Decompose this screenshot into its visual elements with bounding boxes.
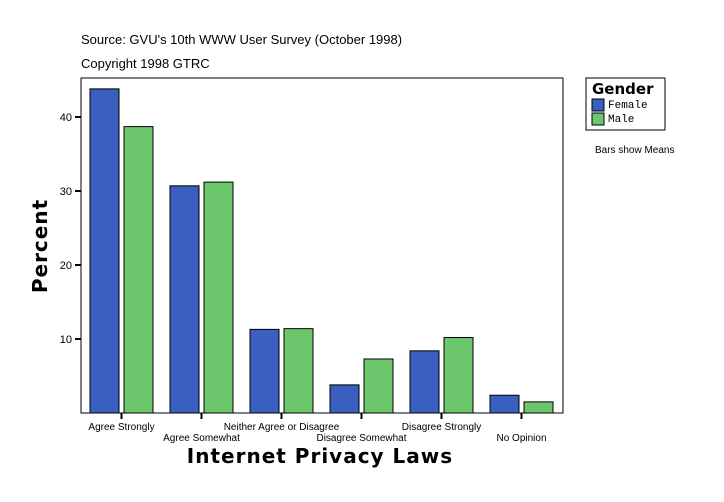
legend-swatch-male <box>591 112 605 126</box>
bar-female <box>169 185 200 414</box>
bar-female <box>409 350 440 414</box>
y-axis-label: Percent <box>28 199 52 293</box>
bar-female <box>89 88 120 414</box>
bar-female <box>489 394 520 414</box>
source-text: Source: GVU's 10th WWW User Survey (Octo… <box>81 32 402 47</box>
note-text: Bars show Means <box>595 145 674 156</box>
bar-male <box>363 358 394 414</box>
x-tick-label: Disagree Strongly <box>402 422 481 433</box>
bar-female <box>249 328 280 414</box>
legend: Gender Female Male <box>585 77 666 131</box>
y-tick-label: 20 <box>60 260 72 272</box>
legend-label-female: Female <box>608 100 648 112</box>
x-tick-label: Agree Strongly <box>88 422 154 433</box>
bar-male <box>283 328 314 414</box>
bar-female <box>329 384 360 414</box>
x-tick-label: Disagree Somewhat <box>316 433 406 444</box>
x-tick-label: No Opinion <box>496 433 546 444</box>
legend-title: Gender <box>592 80 654 98</box>
y-tick-label: 30 <box>60 186 72 198</box>
bar-male <box>523 401 554 414</box>
legend-swatch-female <box>591 98 605 112</box>
x-axis-label: Internet Privacy Laws <box>187 444 453 468</box>
y-tick-label: 40 <box>60 112 72 124</box>
x-tick-label: Neither Agree or Disagree <box>224 422 340 433</box>
legend-label-male: Male <box>608 114 634 126</box>
x-tick-label: Agree Somewhat <box>163 433 240 444</box>
plot-frame <box>80 77 564 414</box>
y-tick-label: 10 <box>60 334 72 346</box>
bar-male <box>203 181 234 414</box>
copyright-text: Copyright 1998 GTRC <box>81 56 210 71</box>
bar-male <box>443 337 474 414</box>
bar-male <box>123 126 154 414</box>
